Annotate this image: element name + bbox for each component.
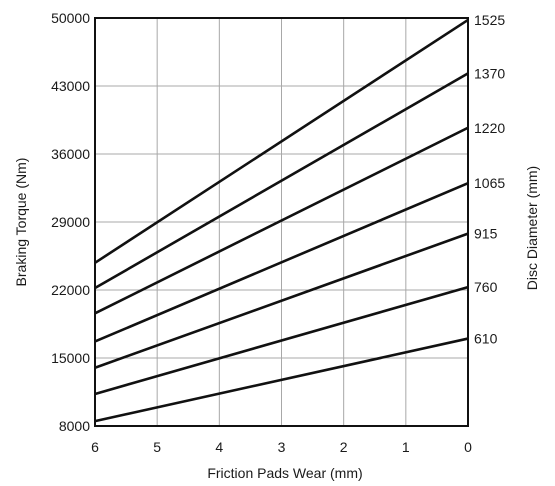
series-line-915 [94,232,469,369]
series-line-1370 [94,72,469,290]
x-tick-label: 4 [215,439,223,455]
series-line-1065 [94,181,469,343]
series-line-610 [94,337,469,423]
x-axis-ticks: 6 5 4 3 2 1 0 [91,439,472,455]
y-tick-label: 15000 [51,350,90,366]
y-tick-label: 43000 [51,78,90,94]
y-axis-ticks: 8000 15000 22000 29000 36000 43000 50000 [51,10,90,434]
x-tick-label: 3 [278,439,286,455]
series-line-1525 [94,18,469,264]
y-tick-label: 29000 [51,214,90,230]
x-tick-label: 2 [340,439,348,455]
y-axis-label: Braking Torque (Nm) [13,158,29,287]
y2-axis-ticks: 610 760 915 1065 1220 1370 1525 [474,12,505,347]
x-tick-label: 0 [464,439,472,455]
x-tick-label: 6 [91,439,99,455]
x-axis-label: Friction Pads Wear (mm) [207,465,362,481]
y2-tick-label: 610 [474,331,498,347]
series-line-1220 [94,126,469,315]
y2-tick-label: 1525 [474,12,505,28]
y-tick-label: 36000 [51,146,90,162]
series-line-760 [94,285,469,396]
y2-tick-label: 915 [474,226,498,242]
plot-frame [94,17,469,427]
y2-tick-label: 1220 [474,120,505,136]
x-tick-label: 1 [402,439,410,455]
y2-tick-label: 760 [474,279,498,295]
grid [94,17,469,427]
y-tick-label: 50000 [51,10,90,26]
y2-tick-label: 1370 [474,65,505,81]
y2-axis-label: Disc Diameter (mm) [524,166,540,290]
y-tick-label: 8000 [59,418,90,434]
series-lines [94,18,469,423]
y-tick-label: 22000 [51,282,90,298]
y2-tick-label: 1065 [474,175,505,191]
x-tick-label: 5 [153,439,161,455]
